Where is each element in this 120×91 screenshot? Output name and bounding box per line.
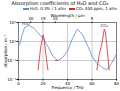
svg-text:80: 80 <box>114 81 120 86</box>
svg-text:40: 40 <box>65 80 70 86</box>
svg-text:10³: 10³ <box>9 20 16 25</box>
svg-text:0: 0 <box>17 81 20 86</box>
svg-text:20: 20 <box>40 81 46 86</box>
svg-text:30: 30 <box>28 16 34 21</box>
svg-text:Frequency / THz: Frequency / THz <box>51 85 83 90</box>
svg-text:60: 60 <box>89 81 95 86</box>
svg-text:Wavelength / µm: Wavelength / µm <box>50 13 84 18</box>
svg-text:5: 5 <box>91 16 94 21</box>
svg-text:15: 15 <box>40 16 46 21</box>
svg-text:10⁻¹: 10⁻¹ <box>7 58 16 63</box>
svg-text:CO₂: CO₂ <box>100 23 108 28</box>
svg-text:10: 10 <box>52 16 58 21</box>
html-text:Absorption coefficients of H₂O: Absorption coefficients of H₂O and CO₂ <box>11 0 109 6</box>
svg-text:Absorption / m⁻¹: Absorption / m⁻¹ <box>3 34 8 68</box>
svg-text:10⁻³: 10⁻³ <box>7 77 16 82</box>
html-text:CO₂ 400 ppm, 1 atm: CO₂ 400 ppm, 1 atm <box>76 6 117 11</box>
svg-text:10¹: 10¹ <box>9 39 16 44</box>
html-text:H₂O, 0.3% / 1 atm: H₂O, 0.3% / 1 atm <box>29 6 66 11</box>
svg-text:H₂O: H₂O <box>22 21 30 26</box>
